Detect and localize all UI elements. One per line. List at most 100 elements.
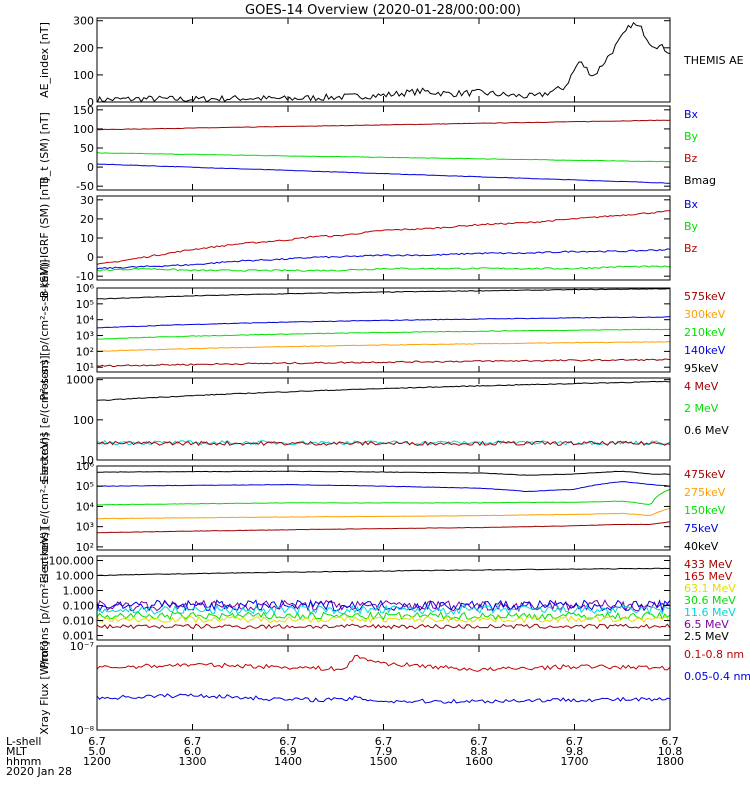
- legend-bigrf-1: By: [684, 220, 699, 233]
- ytick-label: 10: [80, 454, 94, 467]
- ytick-label: 10⁵: [76, 480, 94, 493]
- legend-protons1-3: 140keV: [684, 344, 726, 357]
- ytick-label: 200: [73, 42, 94, 55]
- panel-bigrf: -10 0 10 20 30 B (SM)-IGRF (SM) [nT] Bx By Bz: [38, 178, 699, 298]
- panel-ae: 0 100 200 300 AE_index [nT] THEMIS AE: [38, 15, 744, 109]
- legend-protons1-2: 210keV: [684, 326, 726, 339]
- footer-value: 1700: [561, 755, 589, 768]
- legend-protons2-0: 433 MeV: [684, 558, 733, 571]
- legend-protons2-5: 6.5 MeV: [684, 618, 729, 631]
- series-protons1-1: [97, 316, 670, 329]
- legend-xray-0: 0.1-0.8 nm: [684, 648, 744, 661]
- legend-xray-1: 0.05-0.4 nm: [684, 670, 750, 683]
- legend-electrons2-3: 75keV: [684, 522, 719, 535]
- legend-bigrf-2: Bz: [684, 242, 698, 255]
- ylabel-xray: Xray Flux [W/m²]: [38, 641, 51, 734]
- series-bsm-1: [97, 152, 670, 163]
- ytick-label: 10¹: [76, 361, 94, 374]
- panel-frame: [96, 377, 671, 461]
- legend-electrons1-0: 4 MeV: [684, 380, 719, 393]
- series-bsm-0: [97, 119, 670, 131]
- footer-value: 8.8: [470, 745, 488, 758]
- footer-value: 6.9: [279, 745, 297, 758]
- legend-protons1-0: 575keV: [684, 290, 726, 303]
- ytick-label: 10: [80, 232, 94, 245]
- footer-value: 6.7: [184, 735, 202, 748]
- series-protons1-4: [97, 358, 670, 368]
- panel-electrons2: 10² 10³ 10⁴ 10⁵ 10⁶ Electrons [e/(cm²-s-sr-ke…: [38, 433, 726, 584]
- ylabel-protons2: Protons [p/(cm²-s-sr-keV)]: [38, 527, 51, 668]
- plot-title: GOES-14 Overview (2020-01-28/00:00:00): [245, 3, 521, 18]
- ytick-label: 0.100: [63, 599, 95, 612]
- ytick-label: 0.010: [63, 614, 95, 627]
- ytick-label: 0: [87, 161, 94, 174]
- legend-bigrf-0: Bx: [684, 198, 699, 211]
- ylabel-protons1: Protons [p/(cm²-s-sr-keV)]: [38, 259, 51, 400]
- legend-protons1-4: 95keV: [684, 362, 719, 375]
- ytick-label: 10²: [76, 541, 94, 554]
- ylabel-electrons2: Electrons [e/(cm²-s-sr-keV)]: [38, 433, 51, 584]
- panel-frame: [96, 195, 671, 281]
- ytick-label: 50: [80, 142, 94, 155]
- ylabel-electrons1: Electrons [e/(cm²-s-sr)]: [38, 355, 51, 482]
- panel-frame: [96, 465, 671, 551]
- footer-row-label: 2020 Jan 28: [6, 765, 72, 778]
- ytick-label: 10²: [76, 345, 94, 358]
- legend-electrons2-4: 40keV: [684, 540, 719, 553]
- legend-electrons1-2: 0.6 MeV: [684, 424, 729, 437]
- footer-value: 1400: [274, 755, 302, 768]
- ytick-label: 300: [73, 15, 94, 28]
- ytick-label: 100: [73, 69, 94, 82]
- legend-protons2-6: 2.5 MeV: [684, 630, 729, 643]
- ylabel-ae: AE_index [nT]: [38, 22, 51, 98]
- footer-value: 9.8: [566, 745, 584, 758]
- series-electrons1-2: [97, 440, 670, 447]
- legend-ae-0: THEMIS AE: [683, 54, 744, 67]
- series-protons2-3: [97, 604, 670, 616]
- series-protons2-6: [97, 623, 670, 630]
- footer-value: 1300: [179, 755, 207, 768]
- legend-protons2-2: 63.1 MeV: [684, 582, 736, 595]
- legend-bsm-3: Bmag: [684, 174, 716, 187]
- ytick-label: 0: [87, 96, 94, 109]
- panel-frame: [96, 17, 671, 103]
- footer-value: 5.0: [88, 745, 106, 758]
- ytick-label: 10⁻⁸: [70, 724, 95, 737]
- footer-value: 6.7: [661, 735, 679, 748]
- series-bigrf-2: [97, 265, 670, 272]
- legend-bsm-2: Bz: [684, 152, 698, 165]
- ytick-label: 10⁻⁷: [70, 640, 94, 653]
- series-electrons2-3: [97, 507, 670, 520]
- series-ae-0: [97, 21, 670, 102]
- panel-protons1: 10¹ 10² 10³ 10⁴ 10⁵ 10⁶ Protons [p/(cm²-s-sr-k…: [38, 259, 726, 400]
- legend-bsm-0: Bx: [684, 108, 699, 121]
- ytick-label: 10⁵: [76, 298, 94, 311]
- footer-value: 6.7: [279, 735, 297, 748]
- footer-value: 6.7: [88, 735, 106, 748]
- footer-value: 1800: [656, 755, 684, 768]
- legend-electrons2-2: 150keV: [684, 504, 726, 517]
- series-xray-0: [97, 654, 670, 672]
- footer-value: 10.8: [658, 745, 683, 758]
- ytick-label: 1000: [66, 374, 94, 387]
- panel-bsm: -50 0 50 100 150 B_t (SM) [nT] Bx By Bz Bmag: [38, 104, 716, 193]
- panel-frame: [96, 645, 671, 731]
- ytick-label: 1.000: [63, 585, 95, 598]
- footer-value: 6.7: [470, 735, 488, 748]
- footer-value: 6.7: [375, 735, 393, 748]
- series-bsm-2: [97, 163, 670, 184]
- legend-electrons2-1: 275keV: [684, 486, 726, 499]
- footer-row-label: MLT: [6, 745, 27, 758]
- series-electrons2-1: [97, 481, 670, 492]
- legend-bsm-1: By: [684, 130, 699, 143]
- ytick-label: 10³: [76, 330, 94, 343]
- ytick-label: 10³: [76, 521, 94, 534]
- ytick-label: 10⁴: [76, 314, 95, 327]
- series-protons1-2: [97, 328, 670, 340]
- ytick-label: 100: [73, 123, 94, 136]
- ytick-label: 10.000: [56, 570, 95, 583]
- series-bigrf-0: [97, 210, 670, 265]
- footer-value: 6.0: [184, 745, 202, 758]
